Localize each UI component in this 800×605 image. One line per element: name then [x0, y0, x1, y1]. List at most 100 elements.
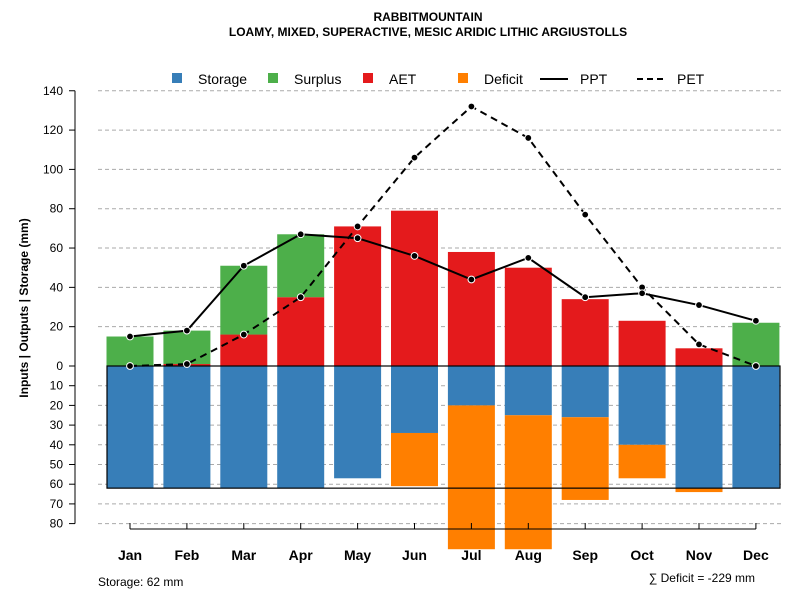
line-ppt	[129, 233, 757, 338]
point-ppt-feb	[183, 326, 191, 335]
bar-storage-may	[334, 366, 382, 479]
y-tick-label: 40	[50, 438, 64, 452]
bar-deficit-oct	[618, 444, 666, 479]
x-tick-label-dec: Dec	[743, 547, 769, 563]
point-ppt-oct	[638, 289, 646, 298]
point-pet-sep	[581, 210, 590, 219]
bar-storage-nov	[675, 366, 723, 489]
point-ppt-aug	[524, 253, 533, 262]
legend-swatch-deficit	[458, 73, 468, 83]
bar-storage-dec	[732, 366, 780, 489]
bar-surplus-apr	[277, 234, 325, 298]
bar-surplus-jan	[106, 336, 154, 366]
bar-storage-sep	[561, 366, 609, 418]
point-ppt-mar	[239, 261, 248, 270]
bar-surplus-feb	[163, 330, 211, 365]
x-tick-label-apr: Apr	[289, 547, 314, 563]
point-pet-aug	[524, 134, 533, 142]
storage-capacity-outline	[106, 365, 781, 489]
x-tick-label-jan: Jan	[118, 547, 142, 563]
bar-surplus-dec	[732, 322, 780, 366]
bar-aet-jun	[391, 210, 438, 366]
chart-subtitle: LOAMY, MIXED, SUPERACTIVE, MESIC ARIDIC …	[229, 25, 627, 39]
x-tick-label-feb: Feb	[174, 547, 199, 563]
point-ppt-nov	[695, 301, 703, 309]
y-tick-label: 0	[56, 359, 63, 373]
point-pet-jun	[410, 153, 419, 162]
bar-aet-aug	[504, 267, 552, 366]
axes: 0 20 40 60 80 100 120 140 10 20 30 40 50 60 70 80 Jan Feb…	[43, 84, 769, 563]
bar-aet-nov	[675, 348, 723, 366]
y-tick-label: 80	[50, 202, 64, 216]
storage-note: Storage: 62 mm	[98, 575, 183, 589]
legend-swatch-aet	[363, 73, 373, 83]
x-tick-label-mar: Mar	[231, 547, 256, 563]
line-pet	[129, 105, 757, 367]
point-ppt-dec	[752, 316, 760, 325]
bar-storage-apr	[277, 366, 325, 489]
x-tick-label-oct: Oct	[630, 547, 654, 563]
y-tick-label: 100	[43, 162, 63, 176]
y-tick-label: 70	[50, 497, 64, 511]
point-ppt-jan	[126, 332, 134, 341]
bar-storage-mar	[220, 366, 268, 489]
point-ppt-jun	[410, 252, 419, 260]
point-pet-jan	[126, 362, 134, 370]
legend: Storage Surplus AET Deficit PPT PET	[172, 71, 705, 87]
point-ppt-apr	[296, 230, 305, 239]
x-tick-label-sep: Sep	[572, 547, 598, 563]
bar-aet-mar	[220, 334, 268, 366]
y-tick-label: 120	[43, 123, 63, 137]
deficit-note: ∑ Deficit = -229 mm	[649, 571, 755, 585]
x-tick-label-may: May	[344, 547, 371, 563]
y-tick-label: 20	[50, 398, 64, 412]
y-tick-label: 80	[50, 517, 64, 531]
legend-label-storage: Storage	[198, 71, 247, 87]
x-tick-label-jul: Jul	[461, 547, 481, 563]
y-tick-label: 10	[50, 379, 64, 393]
point-pet-nov	[695, 340, 703, 349]
storage-capacity-box	[106, 365, 781, 489]
legend-label-surplus: Surplus	[294, 71, 341, 87]
bar-storage-jun	[391, 366, 438, 433]
bar-aet-jul	[447, 251, 495, 366]
bar-aet-oct	[618, 320, 666, 366]
bar-aet-may	[334, 226, 382, 366]
y-tick-label: 20	[50, 320, 64, 334]
bar-storage-aug	[504, 366, 552, 416]
point-pet-feb	[183, 360, 191, 368]
x-tick-label-nov: Nov	[686, 547, 713, 563]
point-pet-jul	[467, 102, 476, 111]
gridlines	[98, 90, 781, 525]
legend-label-ppt: PPT	[580, 71, 608, 87]
point-pet-may	[353, 222, 362, 231]
point-pet-mar	[239, 330, 248, 339]
legend-label-pet: PET	[677, 71, 705, 87]
bar-surplus-mar	[220, 265, 268, 335]
y-tick-label: 60	[50, 241, 64, 255]
chart-title: RABBITMOUNTAIN	[373, 10, 482, 24]
point-pet-apr	[296, 293, 305, 302]
bar-aet-sep	[561, 299, 609, 366]
point-ppt-jul	[467, 275, 476, 284]
bar-deficit-nov	[675, 488, 723, 493]
bar-storage-jul	[447, 366, 495, 406]
bar-storage-oct	[618, 366, 666, 445]
y-tick-label: 140	[43, 84, 63, 98]
x-tick-label-jun: Jun	[402, 547, 427, 563]
legend-label-deficit: Deficit	[484, 71, 523, 87]
y-tick-label: 40	[50, 280, 64, 294]
lines	[126, 102, 760, 370]
x-tick-label-aug: Aug	[515, 547, 542, 563]
legend-label-aet: AET	[389, 71, 417, 87]
bar-deficit-jun	[391, 432, 438, 487]
bar-deficit-sep	[561, 417, 609, 500]
point-ppt-sep	[581, 293, 590, 302]
y-axis-label: Inputs | Outputs | Storage (mm)	[17, 218, 31, 397]
y-tick-label: 30	[50, 418, 64, 432]
legend-swatch-surplus	[268, 73, 278, 83]
point-ppt-may	[353, 234, 362, 243]
point-pet-dec	[752, 362, 760, 370]
legend-swatch-storage	[172, 73, 182, 83]
